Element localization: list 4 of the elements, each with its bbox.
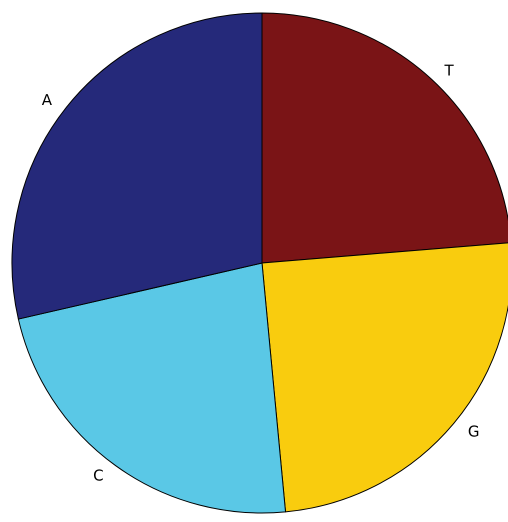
slice-label: A (42, 90, 53, 109)
slice-label: C (93, 466, 104, 484)
slice-label: G (468, 422, 480, 440)
slice-label: T (444, 61, 455, 80)
